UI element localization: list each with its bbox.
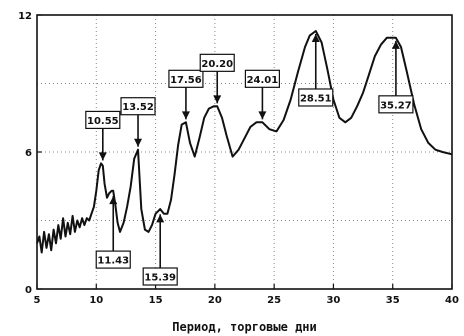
annotation-label: 28.51 <box>300 93 332 104</box>
annotation-box <box>199 53 235 72</box>
arrowhead-icon <box>134 138 143 147</box>
x-tick-label: 10 <box>89 295 103 306</box>
y-tick-label: 12 <box>18 11 32 22</box>
grid <box>37 15 452 289</box>
tick-labels: 5 10 15 20 25 30 35 40 0 6 12 <box>18 11 459 306</box>
annotation-box <box>378 95 414 114</box>
annotation-box <box>244 69 281 88</box>
annotation-box <box>168 69 204 88</box>
annotation-label: 20.20 <box>201 59 233 70</box>
series <box>36 30 453 254</box>
x-axis-title: Период, торговые дни <box>172 320 317 334</box>
x-tick-label: 35 <box>386 295 400 306</box>
annotation-label: 35.27 <box>380 100 412 111</box>
annotation-label: 24.01 <box>247 75 279 86</box>
peak-annotations: 10.55 11.43 13.52 15.39 17.56 20.20 24.01 28.51… <box>85 33 414 286</box>
annotation-label: 17.56 <box>170 75 202 86</box>
peak-annotation: 17.56 <box>168 69 204 120</box>
annotation-box <box>85 110 121 130</box>
peak-annotation: 13.52 <box>120 97 156 147</box>
x-tick-label: 40 <box>445 295 459 306</box>
annotation-label: 10.55 <box>87 116 119 127</box>
peak-annotation: 10.55 <box>85 110 121 161</box>
peak-annotation: 24.01 <box>244 69 281 120</box>
y-tick-label: 6 <box>25 148 32 159</box>
annotation-label: 13.52 <box>122 102 154 113</box>
arrowhead-icon <box>181 111 190 120</box>
x-tick-label: 25 <box>267 295 281 306</box>
arrowhead-icon <box>258 111 267 120</box>
x-tick-label: 5 <box>34 295 41 306</box>
arrowhead-icon <box>391 40 400 49</box>
spectrum-line <box>36 30 453 254</box>
peak-annotation: 15.39 <box>142 214 178 286</box>
peak-annotation: 35.27 <box>378 40 414 114</box>
peak-annotation: 11.43 <box>95 196 131 269</box>
arrowhead-icon <box>156 214 165 223</box>
annotation-box <box>142 267 178 286</box>
arrowhead-icon <box>213 95 222 104</box>
annotation-label: 11.43 <box>97 256 129 267</box>
x-tick-label: 20 <box>208 295 222 306</box>
arrowhead-icon <box>109 196 118 205</box>
annotation-label: 15.39 <box>144 273 176 284</box>
annotation-box <box>95 250 131 269</box>
x-tick-label: 30 <box>326 295 340 306</box>
arrowhead-icon <box>98 152 107 161</box>
annotation-box <box>298 88 334 107</box>
y-tick-label: 0 <box>25 285 32 296</box>
peak-annotation: 28.51 <box>298 33 334 107</box>
x-tick-label: 15 <box>149 295 163 306</box>
annotation-box <box>120 97 156 116</box>
peak-annotation: 20.20 <box>199 53 235 104</box>
arrowhead-icon <box>311 33 320 42</box>
